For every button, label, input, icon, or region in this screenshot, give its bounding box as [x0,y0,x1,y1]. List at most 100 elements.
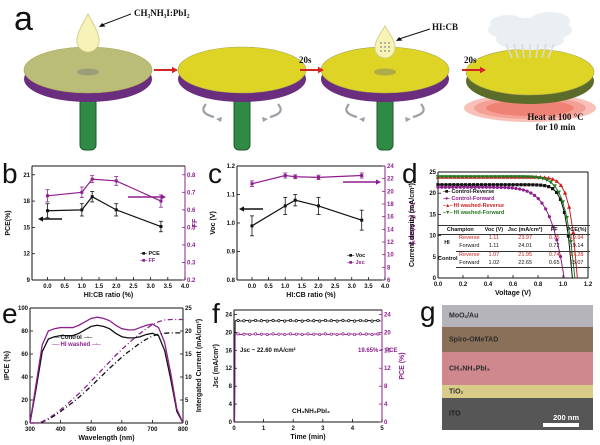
x-tick-label: 800 [178,427,189,433]
table-cell: 1.07 [488,252,500,259]
table-cell: 15.07 [563,259,590,269]
y-tick-label: 15 [23,225,30,231]
heat-label-line2: for 10 min [535,122,576,133]
y-axis-title: Voc (V) [210,211,217,235]
y-tick-label: 21 [23,173,30,179]
legend-label: FF [148,258,156,264]
droplet-dot [380,50,382,52]
table-cell: Reverse [459,235,480,242]
y-tick-label: 10 [429,234,436,240]
table-cell: 19.14 [563,242,590,252]
process-arrowhead [172,66,178,74]
droplet-dot [384,46,386,48]
table-group-label: HI [444,239,450,246]
x-tick-label: 3.0 [146,284,155,290]
rotation-arrowhead [262,117,268,122]
x-axis-title: Wavelength (nm) [78,435,134,442]
y2-tick-label: 0.8 [187,173,196,179]
y2-tick-label: 0.6 [187,208,196,214]
y-axis-title: IPCE (%) [4,351,11,380]
x-tick-label: 0.2 [459,282,468,288]
vapor-streak [535,43,539,59]
additive-label: HI:CB [432,22,459,32]
y-axis-title: Current density (mA/cm²) [409,183,416,267]
x-tick-label: 500 [86,427,97,433]
y2-tick-label: 24 [387,164,394,170]
panel-letter-b: b [2,158,18,189]
panel-letter-e: e [2,298,18,329]
legend-label: PCE [148,251,160,257]
scale-bar [543,423,579,427]
y2-tick-label: 25 [185,306,192,312]
table-row: Forward 1.11 24.01 0.72 19.14 [438,242,590,252]
table-header: Voc (V) [482,225,506,235]
legend-dashdot-icon: ─·─ [83,335,92,341]
table-header: PCE(%) [563,225,590,235]
sem-layer: MoOₓ/Au [442,305,593,327]
jsc-annotation: Jsc ~ 22.60 mA/cm² [240,348,296,354]
y-tick-label: 20 [21,398,28,404]
x-tick-label: 2.0 [314,284,323,290]
x-tick-label: 0.8 [534,282,543,288]
table-cell: 0.75 [548,235,560,242]
legend-marker-icon: –■– [140,258,148,264]
droplet-dot [388,50,390,52]
droplet-dot [380,46,382,48]
rotation-arrow-icon [202,103,215,119]
x-tick-label: 3.5 [364,284,373,290]
x-tick-label: 300 [25,427,36,433]
sem-layer: Spiro-OMeTAD [442,327,593,352]
y-tick-label: 0.8 [227,278,236,284]
sem-layer-label: ITO [449,410,461,418]
table-cell: 0.74 [548,252,560,259]
sem-layer-label: Spiro-OMeTAD [449,336,499,343]
chart-c-voc-jsc: 0.0 0.5 1.0 1.5 2.0 2.5 3.0 3.5 4.0 0.8 0.9 1.0 1.1 1… [210,164,415,299]
table-cell: 19.94 [569,235,584,242]
x-tick-label: 0 [232,426,236,432]
y-tick-label: 0 [433,276,437,282]
spin-coater-step-4 [464,12,596,122]
y2-tick-label: 12 [384,366,391,372]
film-smudge [374,68,396,76]
legend-entry: ── Control ─·─ [52,335,100,341]
legend-label: Control-Reverse [451,189,495,195]
y-tick-label: 1.1 [227,193,236,199]
heat-pad [486,100,574,116]
x-tick-label: 4 [351,426,355,432]
table-cell: 24.01 [505,242,546,252]
process-arrowhead [318,66,324,74]
x-axis-title: Voltage (V) [495,290,531,297]
table-header: Jsc (mA/cm²) [505,225,546,235]
precursor-droplet [76,12,100,53]
x-tick-label: 0.0 [43,284,52,290]
legend-entry: –■– Control-Reverse [443,189,504,195]
table-header: FF [545,225,564,235]
panel-letter-f: f [212,298,220,329]
vapor-streak [547,43,555,59]
film-smudge [77,68,99,76]
x-tick-label: 0.0 [434,282,443,288]
y-tick-label: 0 [229,420,233,426]
droplet-dot [388,46,390,48]
y-tick-label: 15 [429,212,436,218]
sem-layer-label: MoOₓ/Au [449,312,479,320]
legend-marker-icon: –■– [140,251,148,257]
y2-tick-label: 8 [387,265,391,271]
y2-tick-label: 24 [384,312,391,318]
x-tick-label: 600 [117,427,128,433]
rotation-arrow-icon [269,103,282,119]
legend-label: Control-Forward [451,196,495,202]
y-tick-label: 16 [225,348,232,354]
table-group-label: Control [438,256,458,263]
legend-label: HI washed-Reverse [453,203,505,209]
y-axis-title: Jsc (mA/cm²) [213,344,220,388]
panel-letter-a: a [14,0,33,38]
sem-layer: CH₃NH₃PbI₃ [442,352,593,385]
sem-layer-label: CH₃NH₃PbI₃ [449,365,490,372]
y2-axis-title: Jsc (mA/cm²) [408,201,415,245]
label-pointer-line [398,28,431,40]
legend-label: HI washed [60,342,91,348]
additive-droplet [374,25,396,59]
panel-letter-c: c [208,158,222,189]
